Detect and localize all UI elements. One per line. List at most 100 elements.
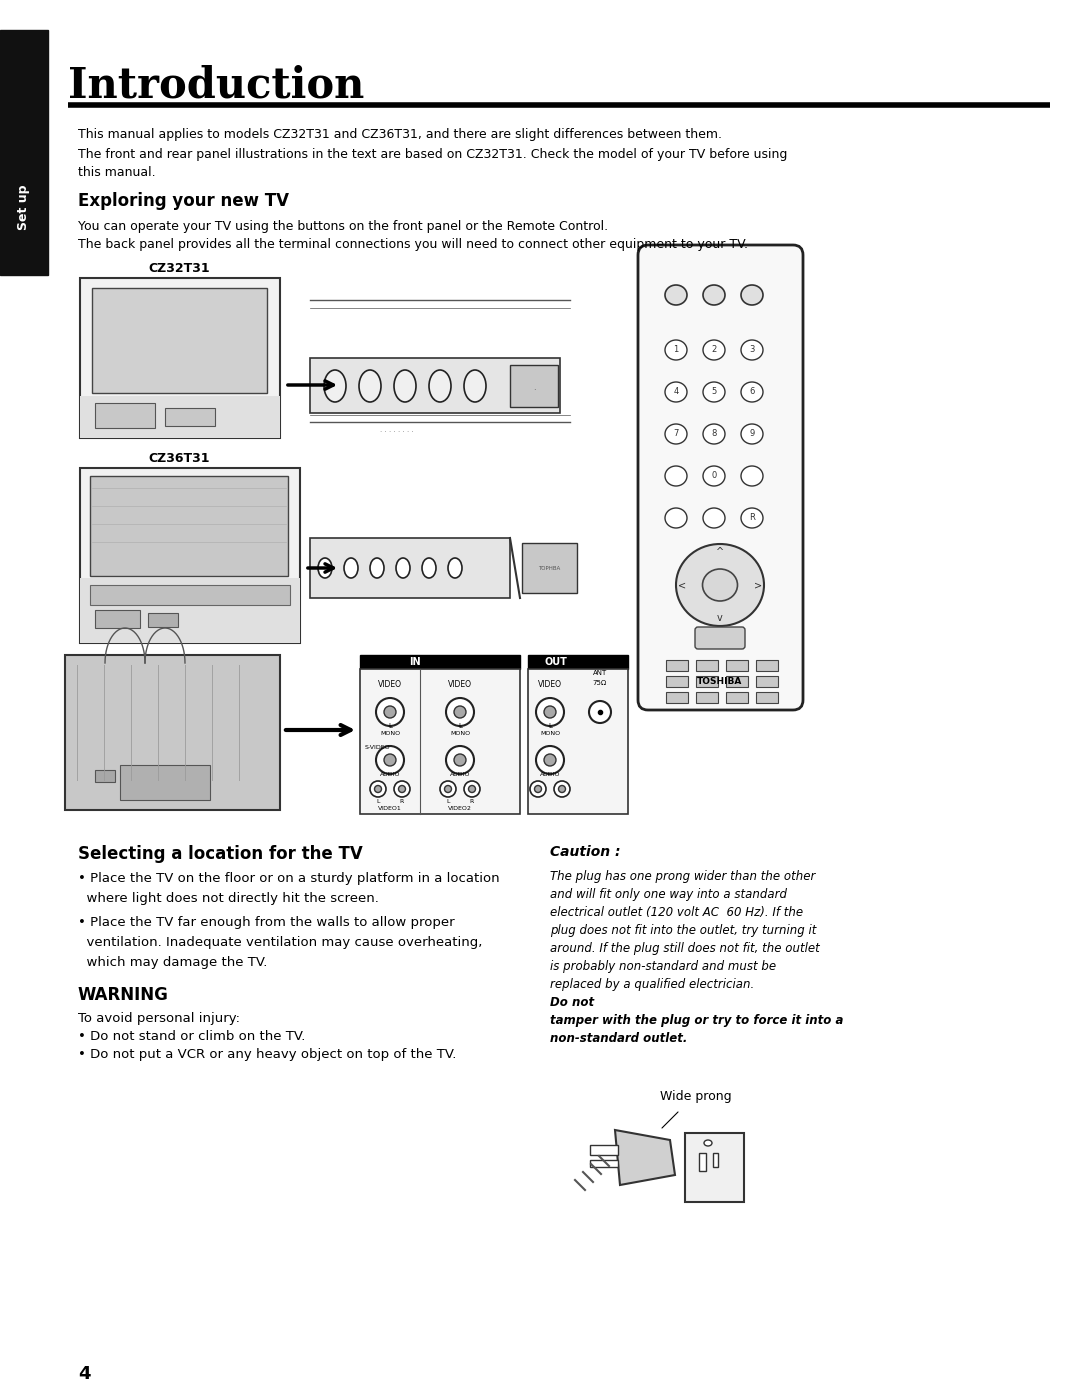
Bar [360, 670, 519, 814]
Polygon shape [615, 1130, 675, 1186]
Ellipse shape [464, 370, 486, 403]
Bar [590, 1160, 618, 1167]
Ellipse shape [544, 754, 556, 766]
Ellipse shape [375, 786, 381, 793]
Bar [310, 538, 510, 598]
FancyBboxPatch shape [696, 626, 745, 649]
Text: this manual.: this manual. [78, 166, 156, 179]
Bar [0, 29, 48, 275]
Text: 5: 5 [712, 387, 717, 397]
Bar [528, 656, 627, 670]
Ellipse shape [536, 747, 564, 774]
Bar [726, 692, 748, 703]
Ellipse shape [665, 382, 687, 403]
Text: <: < [678, 580, 686, 590]
Bar [95, 403, 156, 428]
Ellipse shape [370, 558, 384, 577]
Ellipse shape [448, 558, 462, 577]
Ellipse shape [703, 424, 725, 445]
Text: 4: 4 [673, 387, 678, 397]
Text: plug does not fit into the outlet, try turning it: plug does not fit into the outlet, try t… [550, 924, 816, 937]
Text: v: v [717, 612, 723, 624]
Ellipse shape [554, 781, 570, 797]
Ellipse shape [704, 1139, 712, 1146]
Ellipse shape [454, 754, 465, 766]
Text: AUDIO: AUDIO [380, 772, 401, 777]
Text: and will fit only one way into a standard: and will fit only one way into a standar… [550, 888, 787, 900]
Ellipse shape [703, 466, 725, 487]
Text: VIDEO1: VIDEO1 [378, 807, 402, 811]
Ellipse shape [536, 698, 564, 726]
Ellipse shape [665, 466, 687, 487]
Bar [696, 692, 718, 703]
Ellipse shape [558, 786, 566, 793]
Text: 8: 8 [712, 429, 717, 439]
Bar [696, 677, 718, 686]
Bar [92, 288, 267, 393]
Bar [590, 1145, 618, 1155]
Ellipse shape [703, 285, 725, 305]
Ellipse shape [741, 285, 762, 305]
Text: • Do not put a VCR or any heavy object on top of the TV.: • Do not put a VCR or any heavy object o… [78, 1048, 457, 1061]
Text: S-VIDEO: S-VIDEO [365, 745, 391, 749]
Ellipse shape [359, 370, 381, 403]
Bar [310, 358, 561, 412]
Ellipse shape [446, 747, 474, 774]
Ellipse shape [370, 781, 386, 797]
Text: Wide prong: Wide prong [660, 1090, 731, 1103]
Text: WARNING: WARNING [78, 986, 168, 1004]
Text: • Place the TV on the floor or on a sturdy platform in a location: • Place the TV on the floor or on a stur… [78, 872, 500, 885]
Bar [696, 660, 718, 671]
Text: • Do not stand or climb on the TV.: • Do not stand or climb on the TV. [78, 1030, 306, 1043]
Bar [80, 396, 280, 438]
Ellipse shape [741, 382, 762, 403]
Text: The back panel provides all the terminal connections you will need to connect ot: The back panel provides all the terminal… [78, 238, 748, 252]
Text: . . . . . . . .: . . . . . . . . [380, 426, 414, 433]
Bar [360, 656, 519, 670]
Text: 75Ω: 75Ω [593, 679, 607, 686]
Text: R: R [750, 513, 755, 523]
Text: R: R [470, 800, 474, 804]
Ellipse shape [544, 706, 556, 719]
Ellipse shape [440, 781, 456, 797]
Ellipse shape [464, 781, 480, 797]
Text: Set up: Set up [17, 185, 30, 231]
Text: Selecting a location for the TV: Selecting a location for the TV [78, 844, 363, 863]
Text: 9: 9 [750, 429, 755, 439]
Text: L: L [548, 723, 552, 728]
Bar [90, 584, 291, 605]
Text: >: > [754, 580, 762, 590]
Text: ^: ^ [716, 547, 724, 556]
Text: L: L [458, 723, 462, 728]
Ellipse shape [530, 781, 546, 797]
Text: 3: 3 [750, 345, 755, 355]
Ellipse shape [384, 706, 396, 719]
Text: IN: IN [409, 657, 421, 667]
Ellipse shape [676, 544, 764, 626]
Ellipse shape [376, 698, 404, 726]
Bar [510, 365, 558, 407]
Ellipse shape [702, 569, 738, 601]
Ellipse shape [703, 507, 725, 528]
Ellipse shape [535, 786, 541, 793]
Ellipse shape [394, 781, 410, 797]
Text: around. If the plug still does not fit, the outlet: around. If the plug still does not fit, … [550, 942, 820, 955]
Bar [528, 670, 627, 814]
Text: L: L [446, 800, 449, 804]
Text: ANT: ANT [593, 670, 607, 677]
Text: VIDEO: VIDEO [538, 679, 562, 689]
Text: L: L [388, 723, 392, 728]
Text: 6: 6 [750, 387, 755, 397]
FancyBboxPatch shape [638, 245, 804, 710]
Text: To avoid personal injury:: To avoid personal injury: [78, 1012, 240, 1025]
Ellipse shape [422, 558, 436, 577]
Text: VIDEO: VIDEO [378, 679, 402, 689]
Bar [726, 677, 748, 686]
Ellipse shape [665, 340, 687, 361]
Text: R: R [400, 800, 404, 804]
Text: replaced by a qualified electrician.: replaced by a qualified electrician. [550, 979, 758, 991]
Text: VIDEO2: VIDEO2 [448, 807, 472, 811]
Text: L: L [376, 800, 380, 804]
Text: MONO: MONO [450, 731, 470, 735]
Bar [65, 656, 280, 809]
